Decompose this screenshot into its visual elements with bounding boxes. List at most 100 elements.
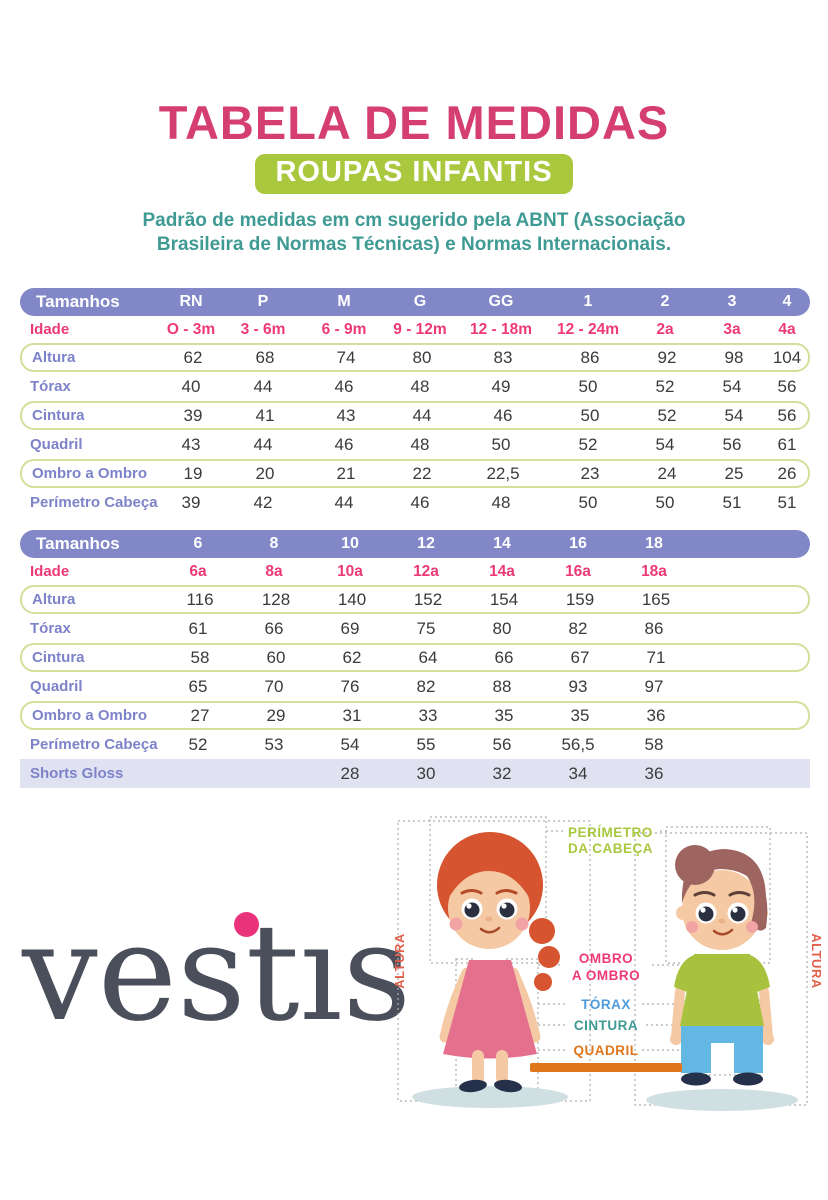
age-cell: 6a <box>189 562 207 580</box>
measure-cell: 165 <box>641 589 671 609</box>
measure-cell: 88 <box>492 676 512 696</box>
measure-row: Quadril 43 44 46 48 50 52 54 56 61 <box>20 430 810 459</box>
measure-cell: 56 <box>722 434 742 454</box>
size-column-header: 16 <box>569 535 587 552</box>
measure-cell: 71 <box>646 647 666 667</box>
age-row-label: Idade <box>30 563 70 580</box>
measure-row: Perímetro Cabeça 39 42 44 46 48 50 50 51 51 <box>20 488 810 517</box>
measure-cell: 86 <box>644 618 664 638</box>
label-quadril: QUADRIL <box>574 1043 639 1058</box>
measure-cell: 52 <box>657 405 677 425</box>
measure-cell: 48 <box>491 492 511 512</box>
measure-cell: 28 <box>340 763 360 783</box>
age-row: Idade O - 3m 3 - 6m 6 - 9m 9 - 12m 12 - 18m 12… <box>20 316 810 343</box>
measure-row: Altura 62 68 74 80 83 86 92 98 104 <box>20 343 810 372</box>
measure-cell: 43 <box>336 405 356 425</box>
measure-cell: 48 <box>410 434 430 454</box>
measure-cell: 44 <box>412 405 432 425</box>
size-column-header: 2 <box>660 293 670 310</box>
measure-row-label: Tórax <box>30 620 71 637</box>
label-torax: TÓRAX <box>581 997 631 1012</box>
size-column-header: 1 <box>583 293 593 310</box>
age-cell: 16a <box>565 562 591 580</box>
measure-cell: 50 <box>655 492 675 512</box>
measure-cell: 70 <box>264 676 284 696</box>
measure-cell: 52 <box>655 376 675 396</box>
measure-cell: 56 <box>492 734 512 754</box>
measure-cell: 22,5 <box>486 463 520 483</box>
measure-row: Quadril 65 70 76 82 88 93 97 <box>20 672 810 701</box>
girl-shadow <box>412 1086 568 1108</box>
measure-cell: 46 <box>334 376 354 396</box>
measure-cell: 36 <box>646 705 666 725</box>
label-perimetro-cabeca: PERÍMETRO <box>568 825 653 840</box>
age-cell: 8a <box>265 562 283 580</box>
measure-row: Tórax 40 44 46 48 49 50 52 54 56 <box>20 372 810 401</box>
measure-cell: 44 <box>253 376 273 396</box>
measure-cell: 116 <box>186 589 214 609</box>
size-column-header: 14 <box>493 535 511 552</box>
measure-cell: 54 <box>655 434 675 454</box>
measure-row-label: Perímetro Cabeça <box>30 736 158 753</box>
measure-cell: 74 <box>336 347 356 367</box>
measure-cell: 52 <box>188 734 208 754</box>
page-title: TABELA DE MEDIDAS <box>158 96 670 149</box>
measure-cell: 61 <box>188 618 208 638</box>
measure-cell: 44 <box>253 434 273 454</box>
measure-cell: 33 <box>418 705 438 725</box>
size-column-header: RN <box>179 293 203 310</box>
measure-cell: 75 <box>416 618 436 638</box>
measure-cell: 40 <box>181 376 201 396</box>
measure-row: Ombro a Ombro 27 29 31 33 35 35 36 <box>20 701 810 730</box>
age-cell: O - 3m <box>166 320 216 338</box>
age-cell: 3 - 6m <box>240 320 286 338</box>
measure-row: Ombro a Ombro 19 20 21 22 22,5 23 24 25 26 <box>20 459 810 488</box>
measure-cell: 50 <box>578 376 598 396</box>
measure-cell: 43 <box>181 434 201 454</box>
measure-row-label: Quadril <box>30 678 83 695</box>
measure-row-label: Shorts Gloss <box>30 765 124 782</box>
measure-cell: 53 <box>264 734 284 754</box>
measure-cell: 46 <box>334 434 354 454</box>
measure-cell: 29 <box>266 705 286 725</box>
measure-cell: 64 <box>418 647 438 667</box>
girl-figure <box>437 832 560 1093</box>
label-ombro-2: A OMBRO <box>572 968 640 983</box>
measure-cell: 55 <box>416 734 436 754</box>
measure-cell: 50 <box>491 434 511 454</box>
measure-cell: 66 <box>494 647 514 667</box>
size-column-header: P <box>257 293 269 310</box>
size-column-header: 4 <box>782 293 792 310</box>
measure-cell: 39 <box>183 405 203 425</box>
measure-row-label: Quadril <box>30 436 83 453</box>
size-column-header: 18 <box>645 535 663 552</box>
measure-cell: 67 <box>570 647 590 667</box>
standards-note: Padrão de medidas em cm sugerido pela AB… <box>142 210 686 255</box>
measure-cell: 46 <box>410 492 430 512</box>
measure-cell: 52 <box>578 434 598 454</box>
size-column-header: M <box>337 293 351 310</box>
age-cell: 18a <box>641 562 667 580</box>
measure-cell: 92 <box>657 347 677 367</box>
measure-cell: 68 <box>255 347 275 367</box>
measure-cell: 20 <box>255 463 275 483</box>
sizes-header-label: Tamanhos <box>36 534 120 553</box>
measure-cell: 32 <box>492 763 512 783</box>
measure-cell: 97 <box>644 676 664 696</box>
brand-logo: vestıs <box>22 906 411 1040</box>
measure-cell: 54 <box>722 376 742 396</box>
label-altura-right: ALTURA <box>809 933 822 989</box>
measure-row: Perímetro Cabeça 52 53 54 55 56 56,5 58 <box>20 730 810 759</box>
category-badge: ROUPAS INFANTIS <box>255 154 573 194</box>
measure-row: Tórax 61 66 69 75 80 82 86 <box>20 614 810 643</box>
measurement-tables: Tamanhos RN P M G GG 1 2 3 4 Idade O - 3m 3 - 6m 6 - … <box>20 288 810 788</box>
measure-cell: 69 <box>340 618 360 638</box>
measure-cell: 76 <box>340 676 360 696</box>
age-cell: 6 - 9m <box>321 320 367 338</box>
measure-cell: 98 <box>724 347 744 367</box>
logo-dot-icon <box>234 912 259 937</box>
measure-cell: 104 <box>772 347 802 367</box>
measure-cell: 86 <box>580 347 600 367</box>
size-column-header: 10 <box>341 535 359 552</box>
